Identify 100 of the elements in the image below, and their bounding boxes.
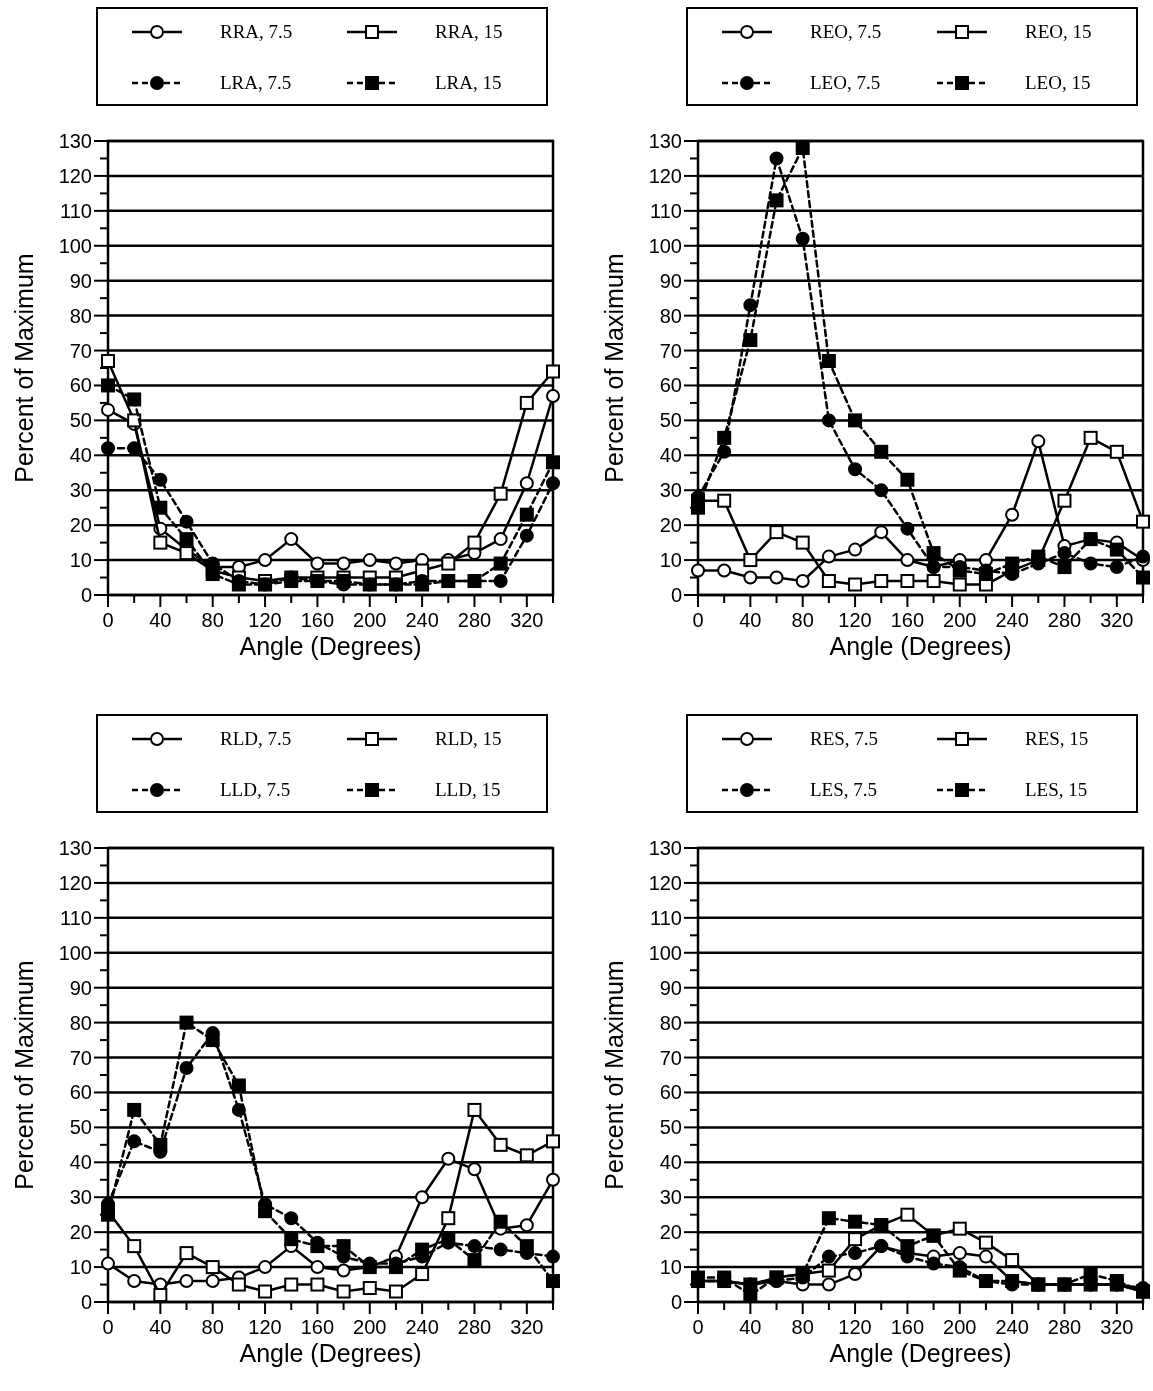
x-tick-label: 200	[943, 1316, 977, 1338]
x-tick-label: 240	[995, 609, 1029, 631]
x-tick-label: 160	[890, 609, 925, 631]
y-tick-label: 30	[659, 1186, 682, 1209]
x-tick-label: 320	[510, 609, 544, 631]
y-tick-label: 70	[69, 1046, 92, 1069]
y-tick-label: 0	[80, 584, 92, 606]
x-tick-label: 120	[838, 609, 872, 631]
y-tick-label: 60	[659, 374, 682, 397]
y-tick-label: 50	[659, 409, 682, 432]
x-tick-label: 120	[248, 609, 282, 631]
x-tick-label: 160	[890, 1316, 925, 1338]
y-tick-label: 30	[69, 479, 92, 502]
x-tick-label: 0	[102, 609, 114, 631]
y-tick-label: 40	[69, 1151, 92, 1174]
x-tick-label: 280	[457, 609, 492, 631]
y-tick-label: 40	[659, 1151, 682, 1174]
x-tick-label: 240	[405, 609, 439, 631]
y-tick-label: 40	[659, 444, 682, 467]
x-tick-label: 0	[692, 609, 704, 631]
y-tick-label: 120	[648, 871, 682, 894]
y-tick-label: 30	[69, 1186, 92, 1209]
y-tick-label: 80	[659, 1011, 682, 1034]
x-axis-title: Angle (Degrees)	[829, 1339, 1012, 1367]
x-tick-label: 200	[943, 609, 977, 631]
y-tick-label: 120	[58, 164, 92, 187]
y-tick-label: 130	[648, 837, 682, 859]
y-tick-label: 0	[670, 1291, 682, 1313]
y-tick-label: 70	[659, 339, 682, 362]
x-tick-label: 120	[248, 1316, 282, 1338]
legend-label: LRA, 15	[435, 72, 502, 93]
legend-label: RLD, 7.5	[220, 728, 292, 749]
x-tick-label: 40	[149, 609, 172, 631]
y-tick-label: 120	[58, 871, 92, 894]
y-tick-label: 0	[670, 584, 682, 606]
legend-label: RES, 15	[1025, 728, 1089, 749]
legend-label: REO, 7.5	[810, 21, 882, 42]
y-tick-label: 20	[659, 1221, 682, 1244]
legend-label: LRA, 7.5	[220, 72, 292, 93]
x-tick-label: 80	[201, 609, 224, 631]
legend-label: RRA, 7.5	[220, 21, 293, 42]
x-tick-label: 320	[510, 1316, 544, 1338]
x-tick-label: 80	[791, 1316, 814, 1338]
x-tick-label: 120	[838, 1316, 872, 1338]
y-tick-label: 90	[659, 976, 682, 999]
y-tick-label: 90	[69, 976, 92, 999]
x-axis-title: Angle (Degrees)	[829, 632, 1012, 660]
y-axis-title: Percent of Maximum	[600, 253, 628, 483]
y-axis-title: Percent of Maximum	[10, 960, 38, 1190]
x-tick-label: 40	[149, 1316, 172, 1338]
y-tick-label: 130	[58, 130, 92, 152]
y-tick-label: 110	[650, 199, 682, 222]
y-tick-label: 50	[69, 409, 92, 432]
x-tick-label: 280	[1047, 609, 1082, 631]
y-tick-label: 0	[80, 1291, 92, 1313]
y-tick-label: 100	[58, 941, 92, 964]
x-tick-label: 200	[353, 609, 387, 631]
y-tick-label: 90	[69, 269, 92, 292]
x-tick-label: 0	[102, 1316, 114, 1338]
y-tick-label: 30	[659, 479, 682, 502]
y-tick-label: 20	[69, 514, 92, 537]
x-tick-label: 80	[201, 1316, 224, 1338]
y-tick-label: 10	[69, 1256, 92, 1279]
legend-label: LES, 7.5	[810, 779, 878, 800]
legend-label: RLD, 15	[435, 728, 502, 749]
x-tick-label: 320	[1100, 1316, 1134, 1338]
y-tick-label: 60	[69, 1081, 92, 1104]
legend-label: RES, 7.5	[810, 728, 879, 749]
x-tick-label: 40	[739, 1316, 762, 1338]
y-tick-label: 70	[659, 1046, 682, 1069]
x-tick-label: 80	[791, 609, 814, 631]
y-tick-label: 80	[659, 304, 682, 327]
x-axis-title: Angle (Degrees)	[239, 632, 422, 660]
legend-label: LEO, 7.5	[810, 72, 881, 93]
x-tick-label: 320	[1100, 609, 1134, 631]
y-tick-label: 130	[58, 837, 92, 859]
y-tick-label: 40	[69, 444, 92, 467]
y-tick-label: 60	[69, 374, 92, 397]
x-tick-label: 160	[300, 609, 335, 631]
x-tick-label: 160	[300, 1316, 335, 1338]
y-tick-label: 50	[69, 1116, 92, 1139]
y-tick-label: 70	[69, 339, 92, 362]
y-tick-label: 10	[659, 549, 682, 572]
y-tick-label: 100	[648, 234, 682, 257]
y-tick-label: 100	[648, 941, 682, 964]
y-tick-label: 80	[69, 1011, 92, 1034]
y-tick-label: 80	[69, 304, 92, 327]
y-tick-label: 10	[659, 1256, 682, 1279]
y-tick-label: 50	[659, 1116, 682, 1139]
y-axis-title: Percent of Maximum	[600, 960, 628, 1190]
legend-label: LLD, 15	[435, 779, 501, 800]
y-tick-label: 110	[60, 906, 92, 929]
y-tick-label: 10	[69, 549, 92, 572]
legend-label: REO, 15	[1025, 21, 1092, 42]
x-tick-label: 200	[353, 1316, 387, 1338]
y-tick-label: 130	[648, 130, 682, 152]
y-tick-label: 90	[659, 269, 682, 292]
y-tick-label: 110	[650, 906, 682, 929]
x-tick-label: 0	[692, 1316, 704, 1338]
x-tick-label: 240	[995, 1316, 1029, 1338]
